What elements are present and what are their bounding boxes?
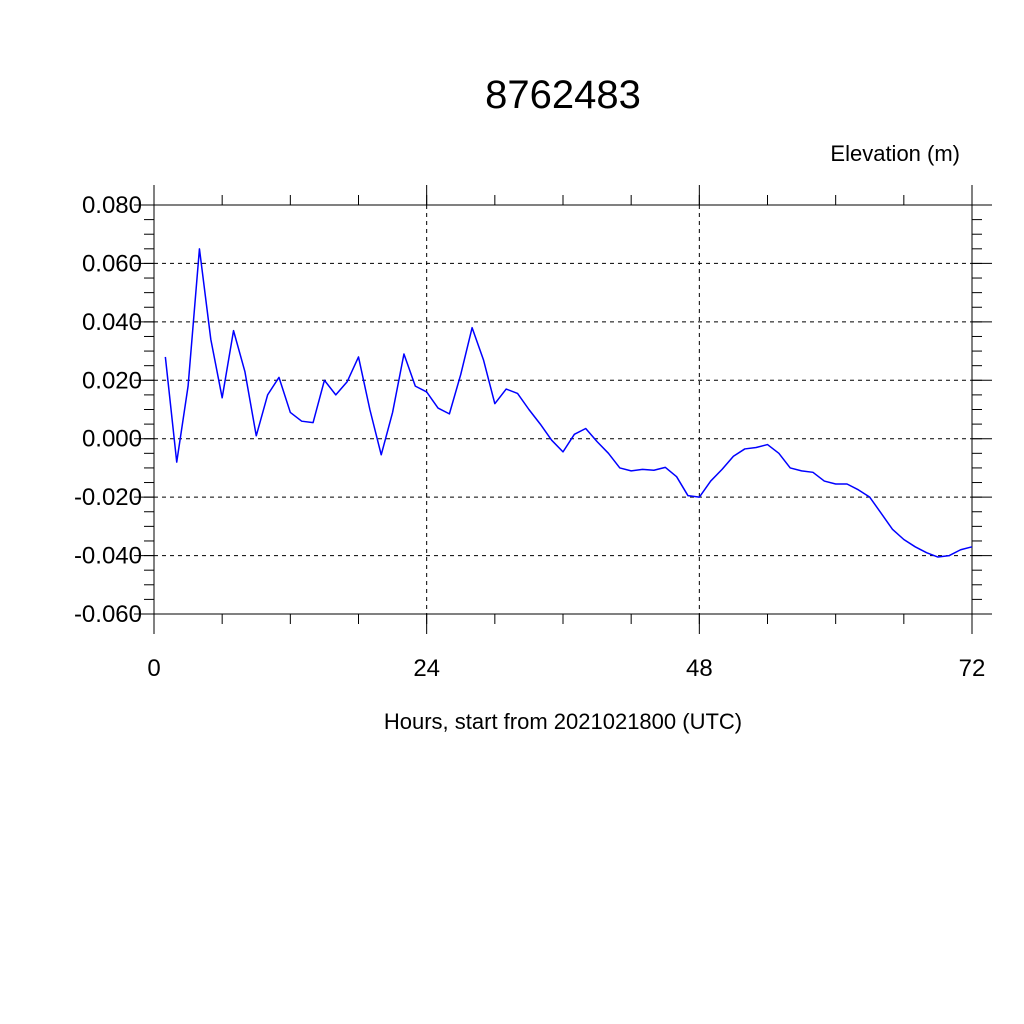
x-tick-label: 24 (413, 655, 440, 682)
y-tick-label: -0.020 (74, 484, 142, 511)
tick-marks (134, 185, 992, 634)
elevation-series-line (164, 248, 973, 558)
y-tick-label: 0.000 (82, 426, 142, 453)
y-tick-label: -0.040 (74, 543, 142, 570)
grid-lines (153, 204, 973, 615)
tick-labels: -0.060 -0.040 -0.020 0.000 0.020 0.040 0.060 0.… (74, 192, 985, 682)
y-tick-label: -0.060 (74, 601, 142, 628)
series-layer (164, 248, 973, 558)
y-axis-label: Elevation (m) (830, 141, 960, 166)
x-tick-label: 0 (147, 655, 160, 682)
chart-title: 8762483 (485, 73, 641, 117)
x-tick-label: 48 (686, 655, 713, 682)
y-tick-label: 0.040 (82, 309, 142, 336)
axes (153, 204, 973, 615)
x-tick-label: 72 (959, 655, 986, 682)
y-tick-label: 0.080 (82, 192, 142, 219)
x-axis-label: Hours, start from 2021021800 (UTC) (384, 709, 742, 734)
y-tick-label: 0.020 (82, 367, 142, 394)
y-tick-label: 0.060 (82, 250, 142, 277)
